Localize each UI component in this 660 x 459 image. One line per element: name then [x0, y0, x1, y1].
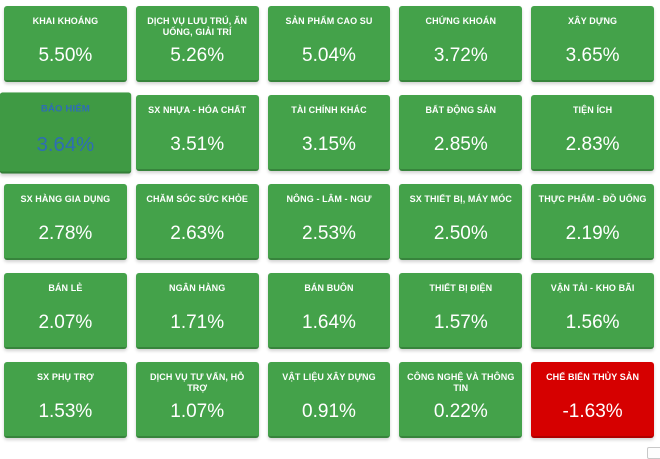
sector-name-label: SX PHỤ TRỢ: [37, 372, 94, 382]
sector-tile[interactable]: DỊCH VỤ LƯU TRÚ, ĂN UỐNG, GIẢI TRÍ 5.26%: [135, 6, 259, 82]
sector-change-percent: 1.53%: [38, 401, 93, 422]
sector-tile[interactable]: THỰC PHẨM - ĐỒ UỐNG 2.19%: [531, 184, 654, 260]
sector-change-percent: 3.15%: [302, 134, 356, 155]
sector-change-percent: 5.04%: [302, 45, 356, 66]
sector-change-percent: 0.22%: [433, 401, 488, 422]
sector-name-label: SX THIẾT BỊ, MÁY MÓC: [409, 194, 512, 204]
sector-name-label: CHỨNG KHOÁN: [425, 16, 497, 26]
sector-name-label: NÔNG - LÂM - NGƯ: [286, 194, 372, 204]
sector-tile[interactable]: TÀI CHÍNH KHÁC 3.15%: [267, 95, 391, 171]
sector-tile[interactable]: BÁN LẺ 2.07%: [4, 273, 127, 349]
sector-change-percent: 2.85%: [433, 134, 488, 155]
sector-name-label: DỊCH VỤ LƯU TRÚ, ĂN UỐNG, GIẢI TRÍ: [147, 16, 248, 37]
corner-widget-fragment: [647, 447, 660, 459]
sector-tile[interactable]: VẬN TẢI - KHO BÃI 1.56%: [531, 273, 654, 349]
sector-change-percent: 1.57%: [433, 312, 488, 333]
sector-change-percent: 5.50%: [38, 45, 93, 66]
sector-change-percent: 2.83%: [565, 134, 620, 155]
sector-tile[interactable]: NÔNG - LÂM - NGƯ 2.53%: [267, 184, 391, 260]
sector-name-label: THIẾT BỊ ĐIỆN: [429, 283, 493, 293]
sector-tile[interactable]: SX THIẾT BỊ, MÁY MÓC 2.50%: [399, 184, 523, 260]
sector-name-label: SX NHỰA - HÓA CHẤT: [148, 105, 247, 115]
sector-change-percent: 2.50%: [433, 223, 488, 244]
sector-name-label: VẬN TẢI - KHO BÃI: [550, 283, 635, 293]
sector-name-label: BẤT ĐỘNG SẢN: [425, 105, 497, 115]
sector-name-label: CHẾ BIẾN THỦY SẢN: [546, 372, 640, 382]
sector-name-label: BẢO HIỂM: [40, 103, 90, 114]
sector-change-percent: 3.64%: [36, 134, 95, 157]
sector-change-percent: 2.63%: [170, 223, 225, 244]
sector-name-label: DỊCH VỤ TƯ VẤN, HỖ TRỢ: [150, 372, 245, 393]
sector-change-percent: 0.91%: [302, 401, 356, 422]
sector-name-label: NGÂN HÀNG: [168, 283, 226, 293]
sector-change-percent: 1.64%: [302, 312, 356, 333]
sector-tile[interactable]: THIẾT BỊ ĐIỆN 1.57%: [399, 273, 523, 349]
sector-tile[interactable]: VẬT LIỆU XÂY DỰNG 0.91%: [267, 362, 391, 438]
sector-change-percent: -1.63%: [562, 401, 623, 422]
sector-tile[interactable]: KHAI KHOÁNG 5.50%: [4, 6, 127, 82]
sector-change-percent: 3.51%: [170, 134, 225, 155]
sector-name-label: TÀI CHÍNH KHÁC: [291, 105, 367, 115]
sector-name-label: VẬT LIỆU XÂY DỰNG: [282, 372, 376, 382]
sector-tile[interactable]: SX PHỤ TRỢ 1.53%: [4, 362, 127, 438]
sector-change-percent: 2.78%: [38, 223, 93, 244]
sector-change-percent: 1.71%: [170, 312, 225, 333]
sector-name-label: CHĂM SÓC SỨC KHỎE: [146, 194, 249, 204]
sector-change-percent: 1.56%: [565, 312, 620, 333]
sector-name-label: SẢN PHẨM CAO SU: [285, 16, 373, 26]
sector-tile[interactable]: BẢO HIỂM 3.64%: [0, 92, 132, 174]
sector-name-label: BÁN LẺ: [48, 283, 83, 293]
sector-change-percent: 3.65%: [565, 45, 620, 66]
sector-change-percent: 3.72%: [433, 45, 488, 66]
sector-tile[interactable]: SX HÀNG GIA DỤNG 2.78%: [4, 184, 127, 260]
sector-tile[interactable]: NGÂN HÀNG 1.71%: [135, 273, 259, 349]
sector-name-label: THỰC PHẨM - ĐỒ UỐNG: [538, 194, 647, 204]
sector-name-label: SX HÀNG GIA DỤNG: [20, 194, 111, 204]
sector-change-percent: 2.07%: [38, 312, 93, 333]
sector-name-label: TIỆN ÍCH: [572, 105, 613, 115]
sector-name-label: KHAI KHOÁNG: [32, 16, 99, 26]
sector-heatmap-grid: KHAI KHOÁNG 5.50% DỊCH VỤ LƯU TRÚ, ĂN UỐNG…: [0, 6, 654, 438]
sector-tile[interactable]: BÁN BUÔN 1.64%: [267, 273, 391, 349]
sector-name-label: CÔNG NGHỆ VÀ THÔNG TIN: [407, 372, 515, 393]
sector-tile[interactable]: XÂY DỰNG 3.65%: [531, 6, 654, 82]
sector-change-percent: 1.07%: [170, 401, 225, 422]
sector-tile[interactable]: CHĂM SÓC SỨC KHỎE 2.63%: [135, 184, 259, 260]
sector-change-percent: 5.26%: [170, 45, 225, 66]
sector-tile[interactable]: SẢN PHẨM CAO SU 5.04%: [267, 6, 391, 82]
sector-tile[interactable]: TIỆN ÍCH 2.83%: [531, 95, 654, 171]
sector-tile[interactable]: BẤT ĐỘNG SẢN 2.85%: [399, 95, 523, 171]
sector-tile[interactable]: DỊCH VỤ TƯ VẤN, HỖ TRỢ 1.07%: [135, 362, 259, 438]
sector-tile[interactable]: CHỨNG KHOÁN 3.72%: [399, 6, 523, 82]
sector-tile[interactable]: CHẾ BIẾN THỦY SẢN -1.63%: [531, 362, 654, 438]
sector-name-label: XÂY DỰNG: [568, 16, 618, 26]
sector-tile[interactable]: CÔNG NGHỆ VÀ THÔNG TIN 0.22%: [399, 362, 523, 438]
sector-tile[interactable]: SX NHỰA - HÓA CHẤT 3.51%: [135, 95, 259, 171]
sector-change-percent: 2.53%: [302, 223, 356, 244]
sector-name-label: BÁN BUÔN: [304, 283, 354, 293]
sector-change-percent: 2.19%: [565, 223, 620, 244]
